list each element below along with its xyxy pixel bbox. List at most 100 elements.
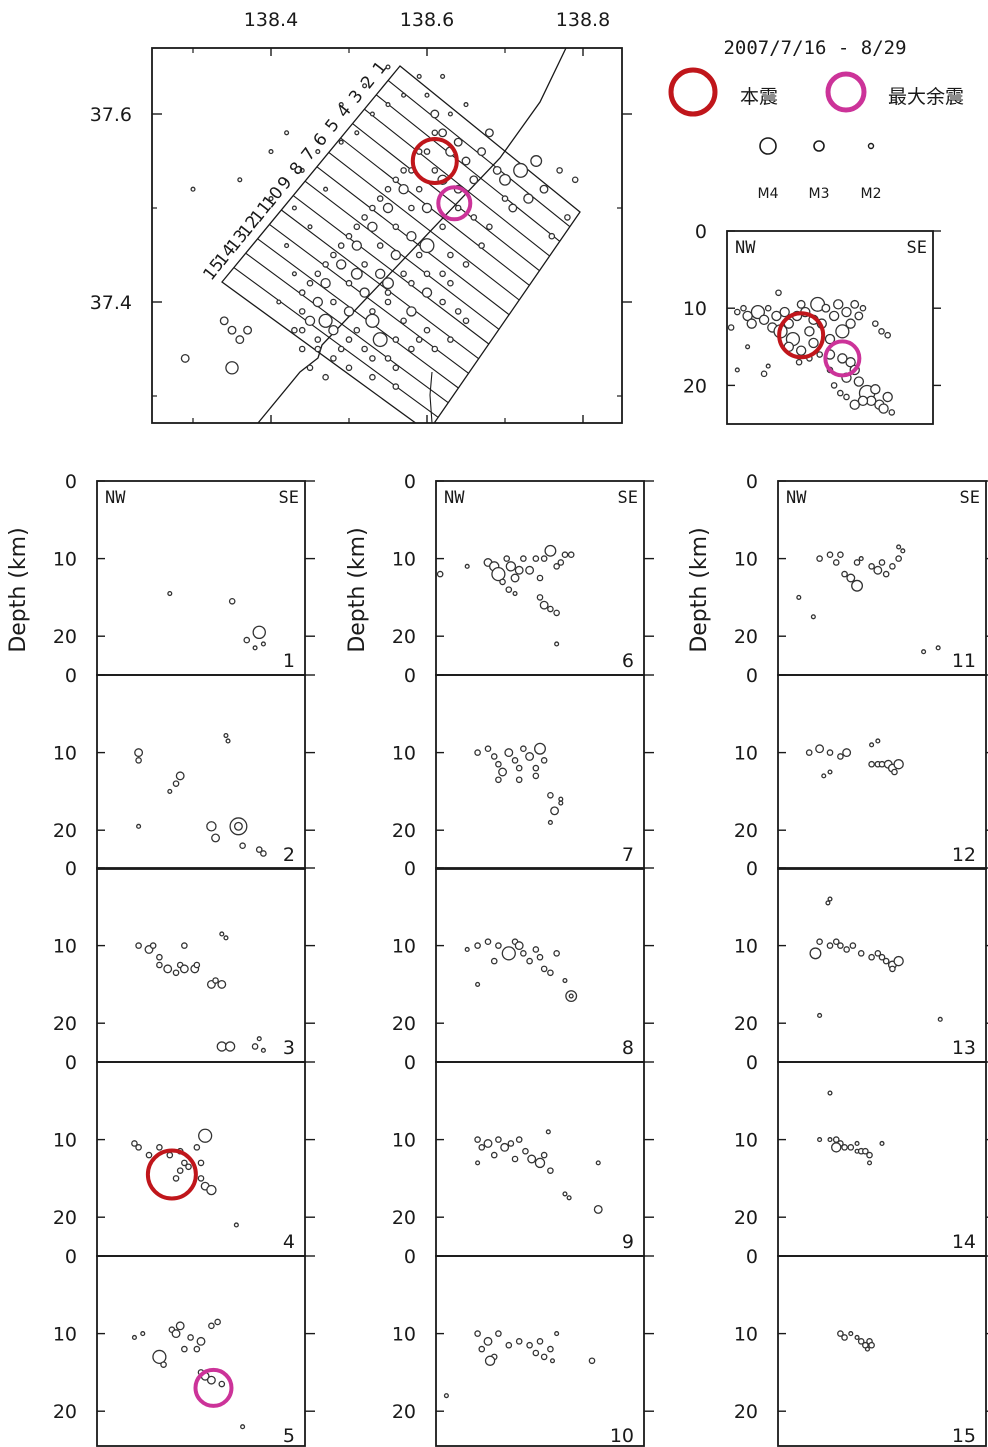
section-divider [245,252,449,404]
hypocenter-point [544,544,557,557]
depth-tick-label: 0 [65,1246,77,1268]
hypocenter-point [828,310,840,322]
epicenter-point [382,202,394,214]
hypocenter-point [193,961,201,969]
hypocenter-point [515,764,523,772]
depth-tick-label: 20 [53,1013,77,1035]
epicenter-point [235,335,245,345]
hypocenter-point [149,942,157,949]
epicenter-point [374,268,386,280]
hypocenter-point [156,953,163,961]
epicenter-point [499,173,511,186]
section-id-label: 5 [283,1425,295,1447]
hypocenter-point [853,559,861,566]
depth-tick-label: 0 [404,471,416,493]
hypocenter-point [746,318,757,329]
depth-tick-label: 0 [746,471,758,493]
depth-section-frame [96,1061,306,1257]
depth-plot-area [727,289,896,416]
epicenter-point [384,298,392,306]
hypocenter-point [896,544,902,550]
depth-plot-area [809,896,943,1022]
hypocenter-point [525,565,535,575]
hypocenter-point [817,1012,823,1018]
largest-aftershock-marker [193,1367,234,1408]
hypocenter-point [549,1358,556,1364]
epicenter-point [225,361,239,375]
epicenter-point [400,270,407,278]
section-divider [233,267,439,418]
depth-tick-label: 10 [734,1324,758,1346]
epicenter-point [318,313,333,328]
m2-legend-symbol [867,142,875,150]
hypocenter-point [136,823,142,829]
hypocenter-point [824,333,836,345]
hypocenter-point [900,548,906,554]
hypocenter-point [550,806,560,816]
depth-plot-area [131,1318,246,1430]
hypocenter-point [866,1160,873,1166]
hypocenter-point [857,1338,865,1345]
hypocenter-point [503,555,511,562]
hypocenter-point [764,304,772,312]
epicenter-point [320,277,331,289]
legend: 2007/7/16 - 8/29 本震 最大余震 M4 M3 M2 [668,37,964,202]
mainshock-marker [410,137,459,185]
hypocenter-point [167,788,173,794]
depth-section-frame [96,867,306,1063]
epicenter-point [539,184,549,194]
hypocenter-point [252,645,258,651]
hypocenter-point [539,600,549,610]
depth-section-12: 12 [805,738,976,866]
hypocenter-point [525,752,535,761]
section-divider [375,94,561,242]
depth-plot-area [134,732,267,857]
hypocenter-point [868,953,875,961]
epicenter-point [423,148,431,155]
hypocenter-point [495,942,502,949]
hypocenter-point [547,819,553,825]
hypocenter-point [152,1349,167,1364]
epicenter-point [447,336,454,343]
epicenter-point [190,186,196,192]
hypocenter-point [858,556,864,562]
hypocenter-point [515,1136,523,1143]
epicenter-point [548,232,556,240]
hypocenter-point [758,314,770,325]
hypocenter-point [832,938,840,946]
epicenter-point [492,165,502,175]
hypocenter-point [156,1144,163,1151]
hypocenter-point [511,1155,519,1163]
epicenter-point [369,355,376,362]
se-direction-label: SE [960,488,980,508]
hypocenter-point [849,399,860,410]
hypocenter-point [515,1338,523,1345]
depth-tick-label: 0 [746,665,758,687]
hypocenter-point [553,563,560,570]
hypocenter-point [733,308,741,316]
hypocenter-point [567,551,575,559]
epicenter-point [392,176,400,184]
epicenter-point [306,279,314,287]
epicenter-point [284,130,290,136]
hypocenter-point [260,1047,266,1053]
depth-section-10: 10 [443,1330,634,1447]
hypocenter-point [821,773,827,779]
hypocenter-point [135,942,142,949]
epicenter-point [447,251,454,259]
section-divider [257,238,459,389]
depth-tick-label: 10 [392,1324,416,1346]
hypocenter-point [225,738,231,744]
depth-section-frame [777,867,987,1063]
hypocenter-point [260,641,266,647]
hypocenter-point [547,605,554,613]
m4-legend-symbol [759,137,777,155]
depth-tick-label: 20 [734,626,758,648]
epicenter-point [361,345,368,353]
depth-section-4: 4 [131,1128,295,1253]
m2-legend-label: M2 [861,186,882,202]
hypocenter-point [874,950,882,957]
depth-plot-area [474,742,564,825]
epicenter-point [408,279,415,287]
depth-tick-label: 20 [53,626,77,648]
